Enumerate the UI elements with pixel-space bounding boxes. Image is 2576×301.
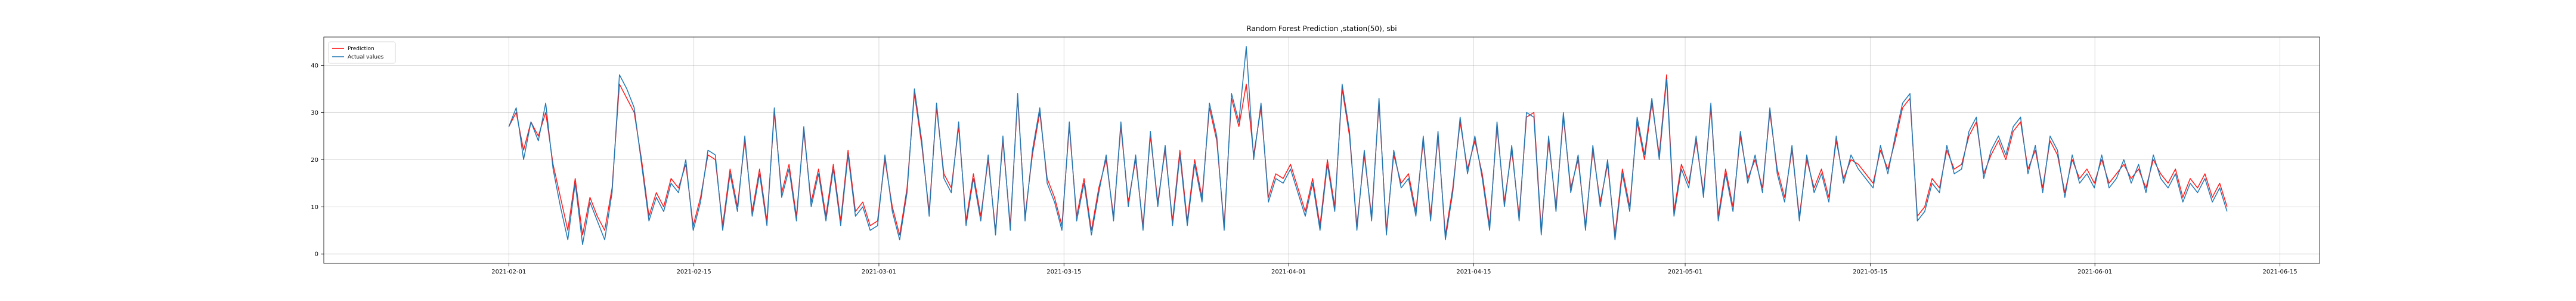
y-tick-label: 20 [311, 157, 318, 164]
x-tick-label: 2021-06-01 [2077, 269, 2112, 275]
x-tick-label: 2021-06-15 [2262, 269, 2297, 275]
series-line-actual [508, 46, 2228, 245]
grid [324, 37, 2320, 263]
legend-label-actual: Actual values [348, 54, 384, 60]
x-tick-label: 2021-03-01 [862, 269, 896, 275]
x-tick-label: 2021-02-15 [677, 269, 711, 275]
x-tick-label: 2021-04-15 [1456, 269, 1491, 275]
x-tick-label: 2021-03-15 [1046, 269, 1081, 275]
legend-box [328, 41, 396, 64]
chart-title: Random Forest Prediction ,station(50), s… [1246, 24, 1397, 33]
y-tick-label: 30 [311, 110, 318, 116]
series [508, 46, 2228, 245]
y-tick-label: 10 [311, 204, 318, 211]
legend-label-prediction: Prediction [348, 46, 374, 52]
plot-frame [323, 36, 2320, 264]
legend: Prediction Actual values [328, 41, 396, 64]
x-tick-label: 2021-04-01 [1271, 269, 1306, 275]
y-tick-label: 40 [311, 63, 318, 69]
x-tick-label: 2021-02-01 [491, 269, 526, 275]
axes: 2021-02-01 2021-02-15 2021-03-01 2021-03-15… [311, 36, 2320, 275]
y-tick-label: 0 [315, 251, 318, 258]
x-tick-label: 2021-05-15 [1853, 269, 1887, 275]
x-tick-label: 2021-05-01 [1668, 269, 1702, 275]
